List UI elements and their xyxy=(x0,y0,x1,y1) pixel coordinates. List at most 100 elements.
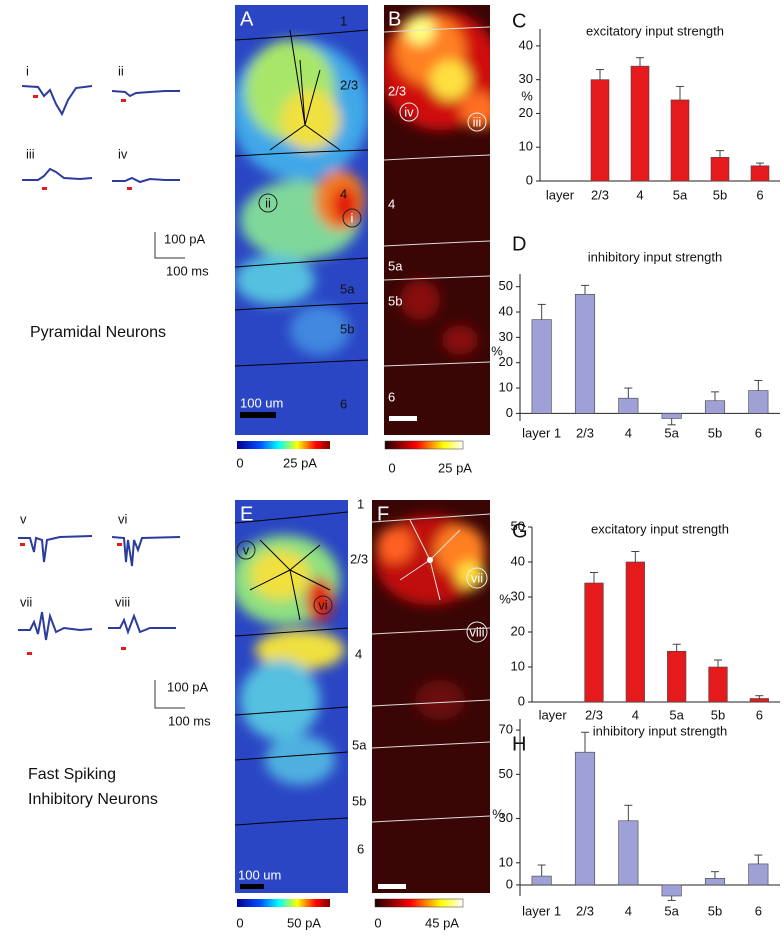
site-label: vii xyxy=(471,570,483,585)
bar xyxy=(750,165,770,182)
colorbar-label: 0 xyxy=(236,455,243,470)
panel-letter: A xyxy=(240,8,254,30)
caption: Inhibitory Neurons xyxy=(28,791,158,808)
colorbar xyxy=(374,898,464,908)
x-tick-label: 5b xyxy=(708,425,722,440)
x-tick-label: 6 xyxy=(755,903,762,918)
panel-letter: D xyxy=(512,233,526,255)
bar xyxy=(670,99,690,182)
trace-label: iv xyxy=(118,146,128,161)
colorbar xyxy=(384,440,464,450)
y-tick-label: 50 xyxy=(499,278,513,293)
layer-label: 6 xyxy=(357,841,364,856)
y-axis-label: % xyxy=(521,88,533,103)
scale-label: 100 um xyxy=(238,867,281,882)
site-label: iv xyxy=(404,104,414,119)
y-tick-label: 30 xyxy=(519,71,533,86)
x-tick-label: 6 xyxy=(756,707,763,722)
y-axis-label: % xyxy=(499,591,511,606)
x-tick-label: 5b xyxy=(711,707,725,722)
trace xyxy=(112,176,180,184)
site-label: viii xyxy=(469,624,484,639)
trace-label: iii xyxy=(26,146,35,161)
heatmap xyxy=(372,500,490,893)
pyramidal-traces: i ii iii iv 100 pA 100 ms Pyramidal Neur… xyxy=(21,63,209,341)
x-tick-label: 6 xyxy=(756,187,763,202)
stim-marker xyxy=(20,543,25,546)
layer-label: 5a xyxy=(388,258,403,273)
scale-label: 100 um xyxy=(240,395,283,410)
chart-title: inhibitory input strength xyxy=(588,249,722,264)
colorbar-label: 0 xyxy=(388,460,395,475)
colorbar-label: 25 pA xyxy=(438,460,472,475)
layer-label: 2/3 xyxy=(388,83,406,98)
trace xyxy=(111,90,180,98)
x-tick-label: 4 xyxy=(632,707,639,722)
stim-marker xyxy=(42,187,47,190)
site-label: vi xyxy=(318,597,328,612)
fs-traces: v vi vii viii 100 pA 100 ms Fast Spiking… xyxy=(18,511,211,808)
y-tick-label: 0 xyxy=(518,693,525,708)
x-tick-label: layer xyxy=(546,187,575,202)
scale-bar xyxy=(154,232,185,259)
trace-label: vi xyxy=(118,511,128,526)
y-tick-label: 10 xyxy=(499,854,513,869)
trace-label: i xyxy=(26,63,29,78)
layer-label: 5b xyxy=(388,293,402,308)
trace xyxy=(18,535,93,563)
layer-label: 5b xyxy=(340,321,354,336)
y-tick-label: 30 xyxy=(499,810,513,825)
panel-letter: G xyxy=(512,520,528,542)
layer-label: 2/3 xyxy=(340,77,358,92)
bar xyxy=(749,698,769,703)
x-tick-label: 6 xyxy=(755,425,762,440)
x-tick-label: 5a xyxy=(664,425,679,440)
site-circle xyxy=(466,567,488,589)
panel-letter: C xyxy=(512,10,526,32)
caption: Fast Spiking xyxy=(28,766,116,783)
colorbar xyxy=(237,441,330,449)
chart-title: excitatory input strength xyxy=(586,23,724,38)
scale-label: 100 ms xyxy=(168,713,211,728)
y-tick-label: 30 xyxy=(511,588,525,603)
y-tick-label: 30 xyxy=(499,329,513,344)
site-circle xyxy=(467,112,487,132)
site-circle xyxy=(399,102,419,122)
y-tick-label: 10 xyxy=(499,379,513,394)
trace xyxy=(18,611,93,641)
bar xyxy=(590,79,610,182)
x-tick-label: 5a xyxy=(673,187,688,202)
site-label: ii xyxy=(265,195,271,210)
scale-label: 100 pA xyxy=(164,231,206,246)
layer-label: 4 xyxy=(388,196,395,211)
x-tick-label: 5a xyxy=(669,707,684,722)
stim-marker xyxy=(121,647,126,650)
chart-title: excitatory input strength xyxy=(591,521,729,536)
colorbar-label: 25 pA xyxy=(283,455,317,470)
x-tick-label: 2/3 xyxy=(591,187,609,202)
scale-bar xyxy=(154,680,185,709)
x-tick-label: 5b xyxy=(708,903,722,918)
bar xyxy=(704,877,726,886)
site-label: i xyxy=(351,210,354,225)
panel-letter: E xyxy=(240,503,253,525)
stim-marker xyxy=(117,543,122,546)
x-tick-label: 2/3 xyxy=(576,903,594,918)
bar xyxy=(667,650,687,703)
x-tick-label: layer 1 xyxy=(522,903,561,918)
heatmap xyxy=(235,5,368,435)
y-axis-label: % xyxy=(492,806,504,821)
layer-label: 6 xyxy=(388,389,395,404)
bar xyxy=(618,397,639,414)
bar xyxy=(574,751,596,886)
bar xyxy=(618,820,639,886)
heatmap xyxy=(235,500,348,893)
x-tick-label: 5b xyxy=(713,187,727,202)
bar xyxy=(661,413,682,419)
stim-marker xyxy=(27,652,32,655)
site-circle xyxy=(258,193,278,213)
layer-label: 2/3 xyxy=(350,551,368,566)
colorbar-label: 0 xyxy=(236,915,243,930)
y-tick-label: 40 xyxy=(499,303,513,318)
